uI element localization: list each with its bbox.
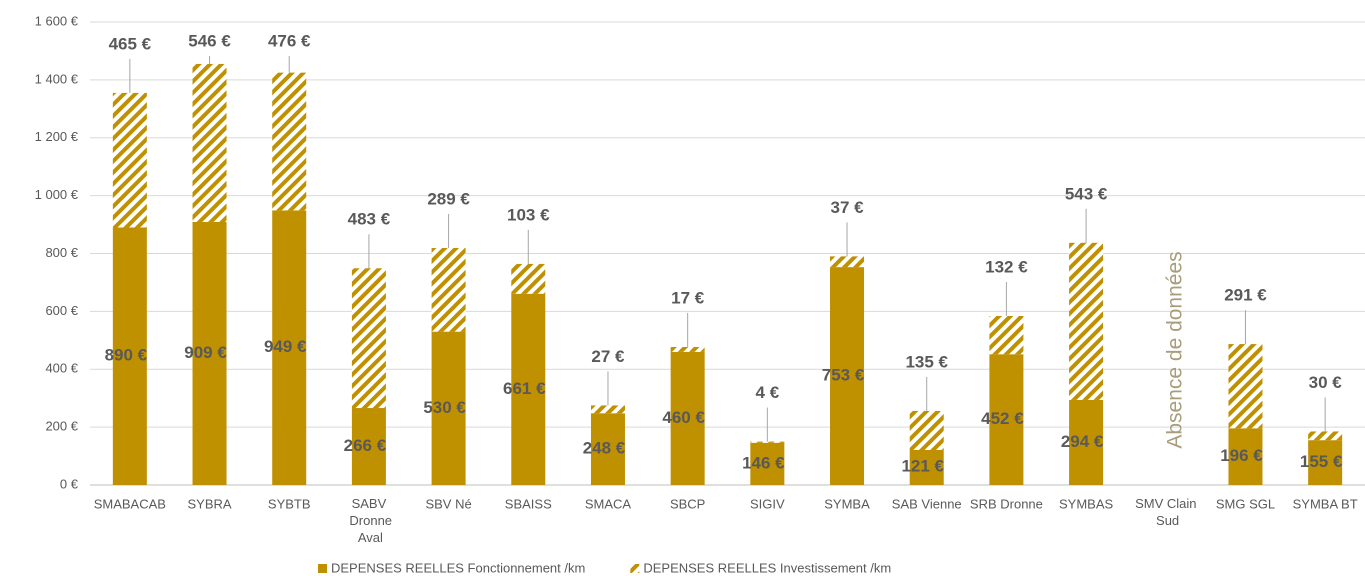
- bar-segment: [351, 408, 386, 485]
- x-tick-label: SBAISS: [505, 496, 552, 511]
- x-tick-label: SYMBA: [824, 496, 870, 511]
- x-tick-label: SRB Dronne: [970, 496, 1043, 511]
- data-label: 546 €: [188, 31, 231, 50]
- y-tick-label: 0 €: [60, 476, 79, 491]
- bar-segment: [1069, 399, 1104, 485]
- bar-segment: [511, 263, 546, 294]
- y-tick-label: 1 600 €: [35, 13, 79, 28]
- data-label: 543 €: [1065, 184, 1108, 203]
- data-label: 483 €: [348, 210, 391, 229]
- x-tick-line: Dronne: [346, 513, 392, 528]
- data-label: 753 €: [822, 366, 865, 385]
- data-label: 890 €: [105, 346, 148, 365]
- bar-segment: [750, 442, 785, 485]
- data-label: 289 €: [427, 189, 470, 208]
- data-label: 132 €: [985, 257, 1028, 276]
- data-label: 949 €: [264, 337, 307, 356]
- bar-segment: [1308, 440, 1343, 485]
- data-label: 4 €: [756, 383, 780, 402]
- legend-swatch: [630, 564, 640, 573]
- x-tick-label: SYMBA BT: [1293, 496, 1358, 511]
- x-tick-label: SABV Dronne Aval: [346, 496, 392, 545]
- bar-segment: [830, 267, 865, 485]
- bar-segment: [590, 405, 625, 414]
- annotation: Absence de données: [1163, 251, 1186, 448]
- x-tick-label: SBCP: [670, 496, 705, 511]
- data-label: 17 €: [671, 288, 705, 307]
- bar-segment: [989, 316, 1024, 355]
- data-label: 460 €: [662, 408, 705, 427]
- data-label: 909 €: [184, 343, 227, 362]
- bar-segment: [1228, 428, 1263, 485]
- bar-segment: [909, 410, 944, 450]
- y-tick-label: 1 000 €: [35, 187, 79, 202]
- data-label: 135 €: [905, 352, 948, 371]
- bar-segment: [431, 331, 466, 485]
- bar-segment: [511, 293, 546, 485]
- bar-segment: [351, 268, 386, 409]
- x-tick-label: SMACA: [585, 496, 632, 511]
- x-tick-label: SYMBAS: [1059, 496, 1114, 511]
- bar-segment: [192, 221, 227, 485]
- y-tick-label: 1 400 €: [35, 71, 79, 86]
- data-label: 155 €: [1300, 452, 1343, 471]
- bar-segment: [272, 72, 307, 211]
- data-label: 294 €: [1061, 432, 1104, 451]
- data-label: 196 €: [1220, 446, 1263, 465]
- bar-segment: [112, 92, 147, 228]
- data-label: 27 €: [591, 347, 625, 366]
- data-label: 103 €: [507, 205, 550, 224]
- legend-label: DEPENSES REELLES Investissement /km: [643, 560, 891, 575]
- bar-segment: [670, 351, 705, 485]
- y-tick-label: 400 €: [45, 361, 78, 376]
- bar-segment: [431, 248, 466, 332]
- bar-segment: [1069, 242, 1104, 400]
- data-label: 465 €: [109, 34, 152, 53]
- bar-segment: [1228, 344, 1263, 429]
- data-label: 266 €: [344, 436, 387, 455]
- x-tick-label: SMG SGL: [1216, 496, 1275, 511]
- x-tick-label: SYBTB: [268, 496, 311, 511]
- data-label: 452 €: [981, 409, 1024, 428]
- x-tick-label: SYBRA: [187, 496, 231, 511]
- y-tick-label: 800 €: [45, 245, 78, 260]
- data-label: 530 €: [423, 398, 466, 417]
- bar-segment: [112, 227, 147, 486]
- legend-label: DEPENSES REELLES Fonctionnement /km: [331, 560, 585, 575]
- x-tick-line: SMV Clain: [1135, 496, 1196, 511]
- x-tick-label: SBV Né: [425, 496, 471, 511]
- y-tick-label: 1 200 €: [35, 129, 79, 144]
- data-label: 248 €: [583, 439, 626, 458]
- bar-segment: [272, 210, 307, 485]
- bar-segment: [989, 354, 1024, 485]
- bar-segment: [909, 449, 944, 485]
- bar-segment: [750, 441, 785, 443]
- data-label: 661 €: [503, 379, 546, 398]
- x-tick-label: SAB Vienne: [892, 496, 962, 511]
- data-label: 30 €: [1309, 373, 1343, 392]
- bar-segment: [830, 256, 865, 268]
- x-tick-label: SMV Clain Sud: [1135, 496, 1196, 528]
- bar-segment: [1308, 431, 1343, 441]
- data-label: 476 €: [268, 31, 311, 50]
- data-label: 37 €: [830, 198, 864, 217]
- y-tick-label: 600 €: [45, 303, 78, 318]
- x-tick-line: Sud: [1152, 513, 1179, 528]
- bar-segment: [590, 413, 625, 485]
- x-tick-label: SIGIV: [750, 496, 785, 511]
- legend-swatch: [318, 564, 327, 573]
- bar-segment: [192, 63, 227, 222]
- x-tick-line: Aval: [355, 530, 383, 545]
- bar-segment: [670, 346, 705, 352]
- data-label: 146 €: [742, 453, 785, 472]
- x-tick-label: SMABACAB: [94, 496, 166, 511]
- x-tick-line: SABV: [352, 496, 387, 511]
- y-tick-label: 200 €: [45, 419, 78, 434]
- data-label: 121 €: [901, 456, 944, 475]
- data-label: 291 €: [1224, 286, 1267, 305]
